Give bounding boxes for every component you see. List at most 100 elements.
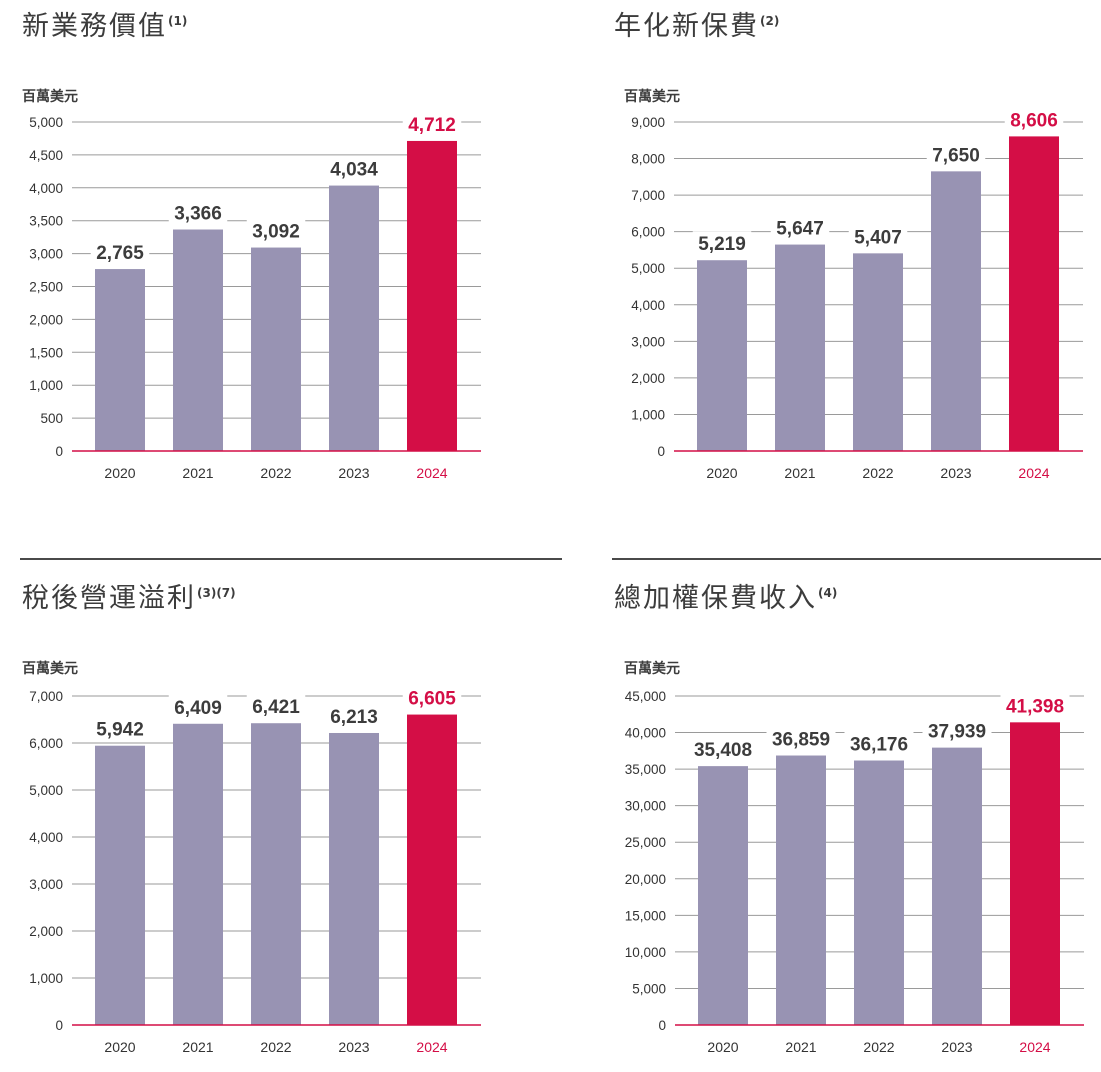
x-tick-label: 2023 (338, 465, 369, 481)
x-tick-label: 2021 (182, 465, 213, 481)
y-tick-label: 7,000 (29, 689, 63, 704)
section-divider (612, 558, 1101, 560)
value-label: 5,407 (854, 227, 902, 248)
bar (407, 140, 457, 452)
value-label: 3,092 (252, 222, 300, 243)
y-tick-label: 5,000 (29, 783, 63, 798)
y-axis-unit-label: 百萬美元 (22, 661, 78, 677)
y-axis-unit-label: 百萬美元 (22, 89, 78, 105)
bar-chart: 0 500 1,000 1,500 2,000 2,500 3,000 3,500 4,000 4… (29, 111, 481, 481)
x-tick-label: 2021 (784, 465, 815, 481)
value-label-background (168, 694, 228, 717)
y-tick-label: 2,000 (29, 312, 63, 327)
value-label-background (402, 111, 462, 134)
y-tick-label: 2,500 (29, 280, 63, 295)
value-label-background (766, 726, 836, 749)
y-tick-label: 500 (40, 411, 63, 426)
value-label: 37,939 (928, 722, 986, 743)
value-label: 36,859 (772, 730, 830, 751)
value-label-background (922, 718, 992, 741)
x-tick-label: 2024 (416, 465, 447, 481)
value-label: 6,213 (330, 707, 378, 728)
y-tick-label: 3,000 (29, 247, 63, 262)
y-tick-label: 4,000 (631, 298, 665, 313)
y-tick-label: 8,000 (631, 152, 665, 167)
y-tick-label: 3,000 (631, 334, 665, 349)
y-tick-label: 40,000 (625, 726, 666, 741)
y-tick-label: 3,500 (29, 214, 63, 229)
x-tick-label: 2022 (863, 1039, 894, 1055)
bar (853, 253, 903, 451)
value-label-background (692, 231, 752, 254)
x-tick-label: 2021 (785, 1039, 816, 1055)
y-tick-label: 0 (658, 1018, 666, 1033)
value-label-background (90, 240, 150, 263)
x-tick-label: 2020 (104, 465, 135, 481)
y-tick-label: 6,000 (29, 736, 63, 751)
y-tick-label: 5,000 (29, 115, 63, 130)
y-tick-label: 4,000 (29, 830, 63, 845)
y-tick-label: 15,000 (625, 908, 666, 923)
bar (931, 171, 981, 451)
bar-chart: 0 1,000 2,000 3,000 4,000 5,000 6,000 7,000 8,00… (631, 107, 1083, 481)
value-label-background (324, 156, 384, 179)
y-tick-label: 5,000 (632, 981, 666, 996)
x-tick-label: 2024 (1019, 1039, 1050, 1055)
x-tick-label: 2023 (941, 1039, 972, 1055)
value-label-background (246, 694, 306, 717)
chart-panel-total-weighted-premium-income: 總加權保費收入(4) 百萬美元 0 5,000 10,000 15,000 20,000… (600, 572, 1101, 1072)
y-tick-label: 30,000 (625, 799, 666, 814)
y-tick-label: 7,000 (631, 188, 665, 203)
chart-title: 新業務價值(1) (22, 11, 188, 42)
bar-chart: 0 5,000 10,000 15,000 20,000 25,000 30,000 35,0… (625, 689, 1084, 1055)
bar (407, 714, 457, 1025)
value-label: 2,765 (96, 243, 144, 264)
value-label: 6,409 (174, 698, 222, 719)
bar (697, 260, 747, 451)
value-label: 36,176 (850, 735, 908, 756)
bar (1009, 136, 1059, 451)
value-label-background (926, 142, 986, 165)
x-tick-label: 2023 (338, 1039, 369, 1055)
x-tick-label: 2022 (260, 465, 291, 481)
chart-title: 年化新保費(2) (614, 11, 780, 42)
x-tick-label: 2023 (940, 465, 971, 481)
value-label-background (402, 685, 462, 708)
bar (932, 747, 982, 1025)
value-label: 41,398 (1006, 696, 1064, 717)
y-tick-label: 20,000 (625, 872, 666, 887)
bar (775, 244, 825, 451)
y-tick-label: 1,000 (29, 971, 63, 986)
value-label-background (90, 716, 150, 739)
y-tick-label: 10,000 (625, 945, 666, 960)
x-tick-label: 2024 (416, 1039, 447, 1055)
value-label: 6,421 (252, 697, 300, 718)
y-tick-label: 2,000 (29, 924, 63, 939)
y-tick-label: 9,000 (631, 115, 665, 130)
y-tick-label: 0 (55, 444, 63, 459)
y-tick-label: 6,000 (631, 225, 665, 240)
value-label: 8,606 (1010, 110, 1058, 131)
value-label-background (1000, 693, 1070, 716)
value-label: 5,942 (96, 720, 144, 741)
bar (329, 185, 379, 451)
y-tick-label: 4,000 (29, 181, 63, 196)
y-axis-unit-label: 百萬美元 (624, 89, 680, 105)
y-tick-label: 25,000 (625, 835, 666, 850)
value-label-background (848, 224, 908, 247)
value-label-background (688, 737, 758, 760)
y-tick-label: 3,000 (29, 877, 63, 892)
y-tick-label: 1,000 (631, 407, 665, 422)
bar (251, 247, 301, 451)
value-label-background (844, 731, 914, 754)
y-tick-label: 5,000 (631, 261, 665, 276)
bar (854, 760, 904, 1025)
value-label: 4,034 (330, 160, 378, 181)
value-label: 5,647 (776, 219, 824, 240)
value-label-background (246, 218, 306, 241)
value-label: 7,650 (932, 145, 980, 166)
section-divider (20, 558, 562, 560)
value-label: 3,366 (174, 204, 222, 225)
x-tick-label: 2024 (1018, 465, 1049, 481)
value-label-background (324, 703, 384, 726)
